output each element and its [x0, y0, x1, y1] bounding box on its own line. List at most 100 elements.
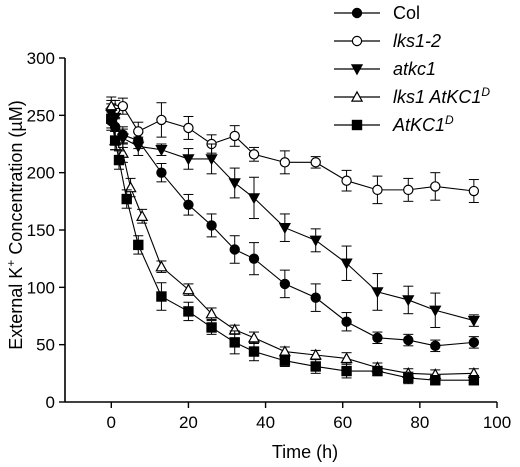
y-axis-title: External K+ Concentration (µM) — [4, 100, 26, 350]
data-point — [248, 149, 260, 160]
data-point — [133, 239, 144, 251]
series-3 — [105, 96, 480, 380]
y-axis-title-main: External K — [6, 267, 26, 350]
data-point — [372, 365, 383, 377]
data-point — [341, 175, 352, 186]
legend-label: Col — [393, 3, 420, 23]
series-line — [111, 105, 474, 192]
data-point — [310, 292, 321, 303]
data-point — [403, 184, 414, 196]
legend-label-main: atkc1 — [393, 59, 436, 79]
data-point — [155, 260, 168, 272]
y-tick-label: 100 — [27, 278, 55, 297]
data-point — [248, 253, 260, 264]
data-point — [430, 375, 441, 386]
data-point — [430, 181, 441, 192]
data-point — [183, 306, 194, 317]
chart-series-layer — [105, 96, 480, 386]
data-point — [205, 154, 218, 166]
data-point — [156, 291, 167, 302]
data-point — [468, 185, 480, 197]
series-line — [110, 118, 474, 381]
data-point — [402, 295, 415, 307]
y-tick-label: 200 — [27, 164, 55, 183]
data-point — [429, 305, 442, 317]
data-point — [247, 331, 261, 343]
legend-marker — [350, 64, 364, 76]
x-tick-label: 20 — [179, 413, 198, 432]
data-point — [372, 184, 383, 196]
data-point — [109, 135, 121, 146]
legend-entry-4: AtKC1D — [334, 113, 454, 135]
data-point — [430, 340, 441, 352]
legend-label-sup: D — [481, 85, 490, 99]
data-point — [341, 316, 352, 327]
series-4 — [106, 109, 480, 386]
data-point — [182, 283, 195, 295]
data-point — [468, 337, 480, 348]
y-axis-title-sup: + — [4, 260, 18, 267]
data-point — [248, 346, 260, 357]
x-axis-title: Time (h) — [272, 442, 338, 462]
legend-entry-3: lks1 AtKC1D — [334, 85, 490, 107]
y-axis-title-rest: Concentration (µM) — [6, 100, 26, 259]
data-point — [341, 365, 352, 377]
data-point — [229, 130, 240, 142]
legend-marker — [351, 119, 363, 131]
data-point — [229, 337, 240, 348]
data-point — [228, 178, 241, 190]
legend-entry-1: lks1-2 — [334, 31, 441, 51]
data-point — [205, 307, 218, 319]
data-point — [467, 315, 480, 327]
y-tick-label: 150 — [27, 221, 55, 240]
legend-marker — [351, 7, 363, 19]
data-point — [206, 220, 217, 231]
series-1 — [106, 97, 480, 205]
x-tick-label: 0 — [107, 413, 116, 432]
data-point — [206, 322, 217, 333]
legend-label: lks1 AtKC1D — [393, 85, 490, 107]
data-point — [247, 193, 261, 205]
legend-label: atkc1 — [393, 59, 436, 79]
y-tick-label: 50 — [36, 336, 55, 355]
series-line — [110, 112, 474, 322]
legend-entry-2: atkc1 — [334, 59, 436, 79]
legend-marker — [351, 35, 363, 47]
data-point — [468, 375, 480, 386]
legend-label: AtKC1D — [392, 113, 454, 135]
data-point — [106, 113, 117, 124]
data-point — [279, 355, 291, 366]
legend-entry-0: Col — [334, 3, 420, 23]
y-tick-label: 0 — [46, 393, 55, 412]
data-point — [117, 100, 129, 112]
data-point — [156, 167, 167, 178]
legend-label-sup: D — [445, 113, 454, 127]
data-point — [229, 244, 240, 255]
data-point — [309, 235, 322, 247]
data-point — [371, 287, 384, 299]
data-point — [279, 278, 291, 290]
legend-label-main: lks1-2 — [393, 31, 441, 51]
data-point — [182, 154, 195, 166]
y-tick-label: 300 — [27, 49, 55, 68]
data-point — [340, 258, 353, 270]
legend-label-main: lks1 AtKC1 — [393, 87, 481, 107]
data-point — [183, 199, 194, 210]
data-point — [136, 209, 149, 221]
data-point — [133, 126, 144, 137]
x-tick-label: 40 — [256, 413, 275, 432]
data-point — [340, 352, 353, 364]
data-point — [403, 372, 414, 384]
data-point — [278, 345, 291, 357]
x-tick-label: 100 — [483, 413, 511, 432]
data-point — [132, 141, 145, 153]
data-point — [279, 157, 291, 168]
y-tick-label: 250 — [27, 106, 55, 125]
data-point — [183, 122, 194, 134]
series-line — [110, 120, 474, 347]
data-point — [155, 145, 168, 157]
data-point — [156, 114, 167, 126]
data-point — [372, 332, 383, 343]
